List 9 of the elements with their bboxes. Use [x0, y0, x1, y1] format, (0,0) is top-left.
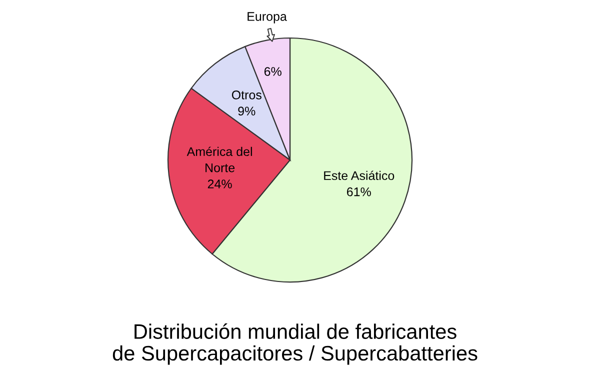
data-label: 61% [347, 187, 371, 196]
slice-label: América del Norte [186, 146, 252, 172]
data-label: 24% [208, 180, 232, 188]
slice-label: Otros [232, 90, 262, 100]
data-label: 6% [264, 67, 282, 76]
slice-label: Este Asiático [324, 170, 394, 180]
text: Distribución mundial de fabricantes de Supercapacitores / Supercabatteries [112, 323, 478, 365]
slice-label: Europa [248, 12, 287, 24]
data-label: 9% [238, 106, 256, 116]
